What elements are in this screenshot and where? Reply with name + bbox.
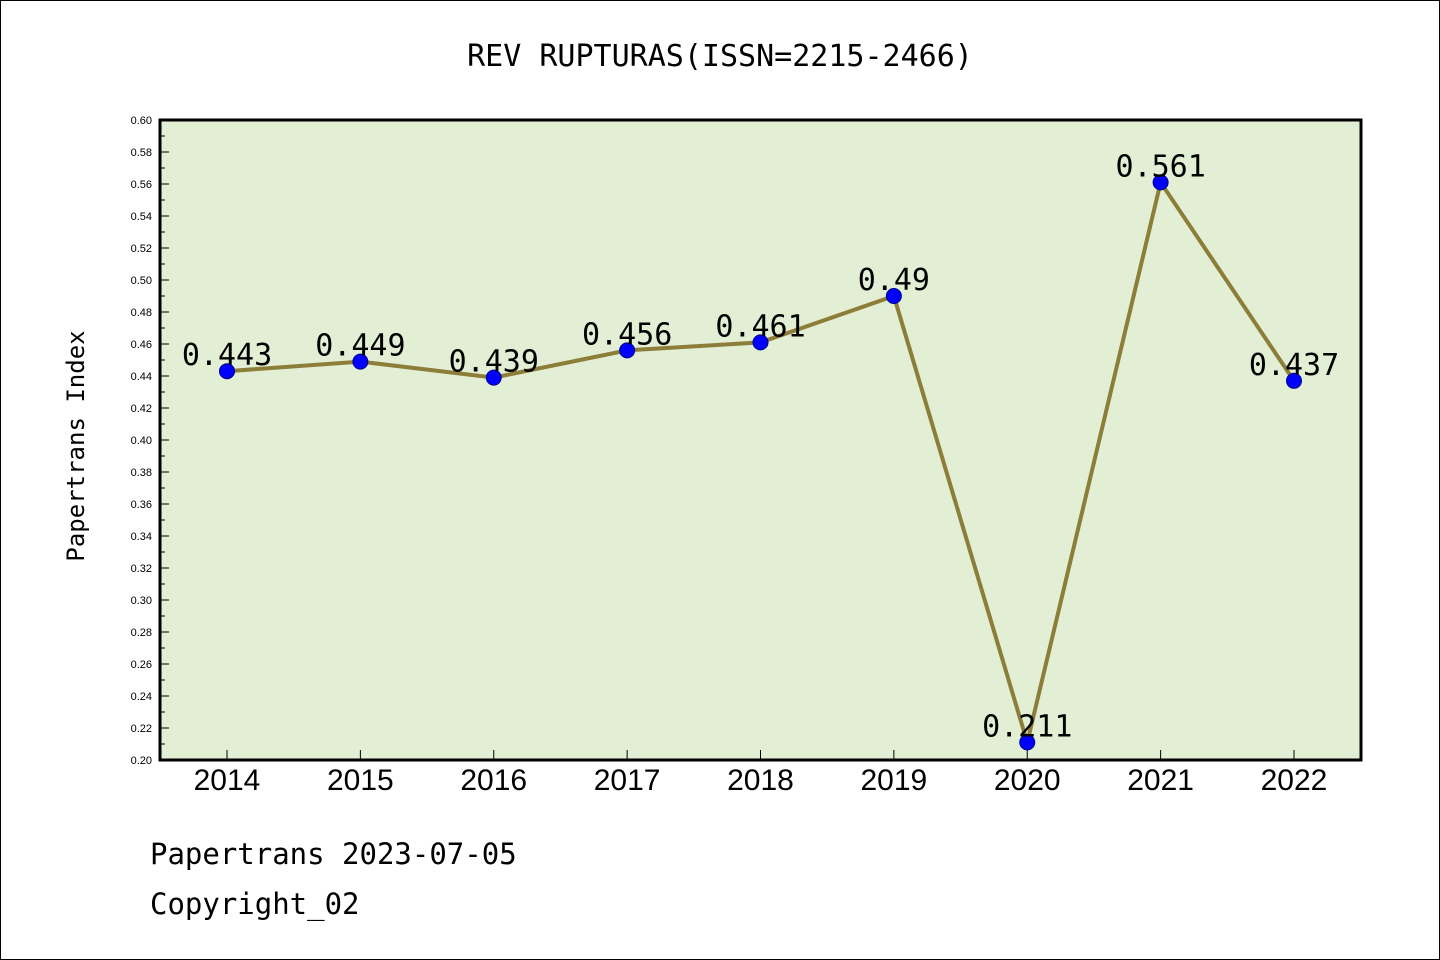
y-tick-label: 0.26 (131, 659, 152, 671)
x-tick-label: 2020 (994, 764, 1061, 797)
data-point (885, 288, 902, 304)
x-tick-label: 2021 (1127, 764, 1194, 797)
y-tick-label: 0.40 (131, 435, 152, 447)
y-tick-label: 0.50 (131, 275, 152, 287)
data-point (219, 363, 235, 380)
x-tick-label: 2019 (861, 764, 928, 797)
data-label: 0.561 (1115, 149, 1205, 184)
data-point (1286, 372, 1302, 389)
data-point (1019, 734, 1036, 751)
y-tick-label: 0.24 (131, 691, 152, 703)
x-tick-label: 2014 (194, 764, 261, 797)
x-axis: 2014 2015 2016 2017 2018 2019 2020 2021 2022 (194, 750, 1328, 797)
y-tick-label: 0.34 (131, 531, 152, 543)
y-tick-label: 0.42 (131, 403, 152, 415)
x-tick-label: 2015 (327, 764, 394, 797)
data-label: 0.439 (449, 345, 539, 380)
y-axis-label: Papertrans Index (62, 330, 90, 561)
y-tick-label: 0.44 (131, 371, 152, 383)
y-tick-label: 0.56 (131, 179, 152, 191)
data-label: 0.443 (182, 338, 272, 373)
data-label: 0.449 (315, 329, 405, 364)
y-tick-label: 0.52 (131, 243, 152, 255)
y-axis: 0.20 0.22 0.24 0.26 0.28 0.30 0.32 0.34 0.36 0.38… (131, 115, 169, 767)
y-tick-label: 0.32 (131, 563, 152, 575)
data-point (1152, 174, 1169, 191)
footer-date: Papertrans 2023-07-05 (150, 837, 517, 871)
data-label: 0.456 (582, 317, 672, 352)
series-group: 0.443 0.449 0.439 0.456 0.461 0.49 0.211 0.561 0… (182, 149, 1339, 751)
x-tick-label: 2018 (727, 764, 794, 797)
data-label: 0.49 (858, 263, 930, 298)
x-tick-label: 2022 (1261, 764, 1328, 797)
y-tick-label: 0.38 (131, 467, 152, 479)
y-tick-label: 0.46 (131, 339, 152, 351)
data-point (619, 342, 636, 359)
data-label: 0.461 (715, 309, 805, 344)
x-tick-label: 2016 (460, 764, 527, 797)
data-point (485, 369, 502, 386)
data-point (352, 353, 369, 370)
y-tick-label: 0.48 (131, 307, 152, 319)
data-label: 0.211 (982, 709, 1072, 744)
y-tick-label: 0.36 (131, 499, 152, 511)
data-label: 0.437 (1249, 348, 1339, 383)
x-tick-label: 2017 (594, 764, 661, 797)
y-tick-label: 0.28 (131, 627, 152, 639)
footer-copyright: Copyright_02 (150, 887, 360, 922)
y-tick-label: 0.30 (131, 595, 152, 607)
y-tick-label: 0.22 (131, 723, 152, 735)
y-tick-label: 0.58 (131, 147, 152, 159)
y-tick-label: 0.20 (131, 755, 152, 767)
chart-title: REV RUPTURAS(ISSN=2215-2466) (467, 39, 973, 74)
plot-area (158, 118, 1363, 762)
y-tick-label: 0.60 (131, 115, 152, 127)
y-tick-label: 0.54 (131, 211, 152, 223)
data-point (752, 334, 769, 351)
